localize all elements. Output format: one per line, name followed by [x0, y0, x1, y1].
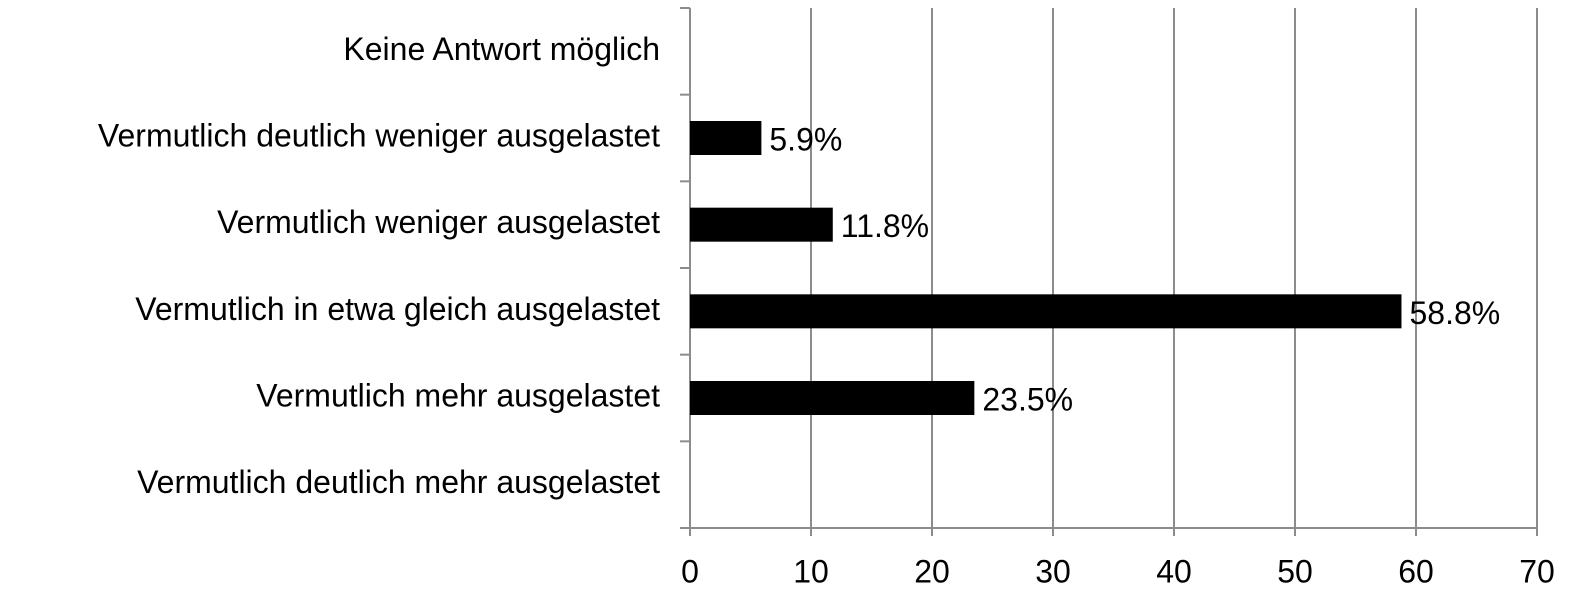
y-tick-label: Vermutlich deutlich mehr ausgelastet — [137, 464, 660, 500]
bar — [690, 207, 833, 242]
y-tick-label: Vermutlich in etwa gleich ausgelastet — [135, 291, 660, 327]
x-tick-label: 10 — [793, 553, 829, 589]
x-tick-label: 0 — [681, 553, 699, 589]
x-tick-label: 60 — [1398, 553, 1434, 589]
y-tick-label: Vermutlich deutlich weniger ausgelastet — [98, 117, 660, 153]
data-label: 5.9% — [769, 121, 842, 157]
bar — [690, 294, 1402, 329]
y-tick-label: Vermutlich weniger ausgelastet — [217, 204, 660, 240]
bar — [690, 381, 975, 415]
x-tick-label: 70 — [1519, 553, 1555, 589]
y-tick-label: Keine Antwort möglich — [343, 31, 660, 67]
data-label: 11.8% — [841, 208, 929, 244]
bar — [690, 121, 762, 155]
y-tick-label: Vermutlich mehr ausgelastet — [256, 377, 660, 413]
x-tick-label: 30 — [1035, 553, 1071, 589]
data-label: 23.5% — [982, 381, 1073, 417]
x-tick-label: 40 — [1156, 553, 1192, 589]
x-tick-label: 50 — [1277, 553, 1313, 589]
x-tick-label: 20 — [914, 553, 950, 589]
data-label: 58.8% — [1409, 295, 1500, 331]
